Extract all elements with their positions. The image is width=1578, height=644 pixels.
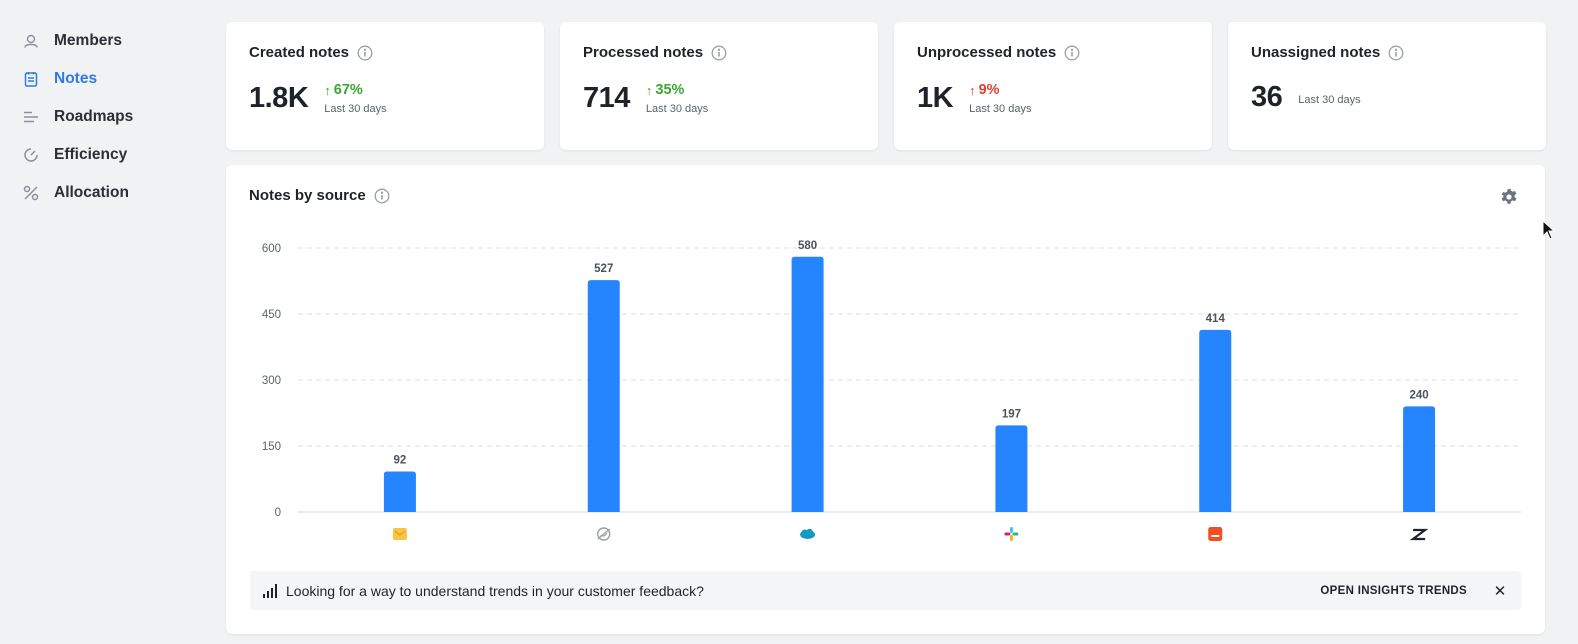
stat-change: ↑ 67% (324, 82, 363, 98)
sidebar: Members Notes Roadmaps Efficiency Alloca… (0, 0, 210, 644)
stat-card-processed: Processed notes 714 ↑ 35% Last 30 days (560, 22, 878, 150)
efficiency-icon (22, 146, 40, 164)
notes-icon (22, 70, 40, 88)
arrow-up-icon: ↑ (645, 82, 653, 98)
salesforce-source-icon (800, 528, 816, 539)
stat-period: Last 30 days (324, 103, 387, 115)
bar-value-label: 240 (1409, 389, 1428, 401)
stat-value: 36 (1251, 81, 1283, 113)
sidebar-item-roadmaps[interactable]: Roadmaps (0, 98, 210, 136)
arrow-up-icon: ↑ (969, 82, 976, 98)
info-icon[interactable] (1388, 45, 1404, 61)
bar-value-label: 580 (798, 240, 817, 252)
stat-card-unassigned: Unassigned notes 36 Last 30 days (1228, 22, 1546, 150)
open-insights-trends-button[interactable]: OPEN INSIGHTS TRENDS (1320, 584, 1467, 597)
y-tick-label: 150 (262, 441, 281, 453)
bar-salesforce[interactable] (791, 256, 824, 512)
stat-title: Unassigned notes (1251, 44, 1381, 61)
email-source-icon (392, 528, 407, 540)
sidebar-item-notes[interactable]: Notes (0, 60, 210, 98)
bar-zendesk[interactable] (1403, 406, 1436, 512)
bar-slack[interactable] (995, 425, 1028, 512)
gear-icon[interactable] (1499, 187, 1519, 207)
sidebar-item-label: Notes (54, 70, 98, 87)
insights-banner: Looking for a way to understand trends i… (250, 571, 1521, 610)
bar-value-label: 527 (594, 263, 613, 275)
sidebar-item-label: Efficiency (54, 146, 128, 163)
close-icon[interactable]: ✕ (1493, 582, 1507, 600)
stat-title: Unprocessed notes (917, 44, 1057, 61)
y-tick-label: 450 (262, 309, 281, 321)
bar-chart: 0 150 300 450 600 92 527 580 197 414 240 (262, 240, 1521, 541)
stat-card-unprocessed: Unprocessed notes 1K ↑ 9% Last 30 days (894, 22, 1212, 150)
bar-intercom[interactable] (587, 280, 620, 512)
stat-value: 1K (917, 81, 954, 114)
notes-by-source-card: Notes by source 0 150 300 450 600 92 527 580 19… (226, 165, 1545, 634)
info-icon[interactable] (1064, 45, 1080, 61)
stat-change: ↑ 35% (645, 82, 685, 98)
mouse-cursor-icon (1542, 220, 1556, 240)
banner-text: Looking for a way to understand trends i… (286, 582, 704, 599)
sidebar-item-efficiency[interactable]: Efficiency (0, 136, 210, 174)
stat-value: 1.8K (249, 81, 309, 114)
info-icon[interactable] (374, 188, 390, 204)
chart-title: Notes by source (249, 187, 366, 204)
orange-source-icon (1208, 527, 1223, 541)
bar-value-label: 414 (1206, 313, 1226, 325)
bar-email[interactable] (383, 471, 416, 512)
y-tick-label: 600 (262, 243, 281, 255)
intercom-source-icon (597, 527, 611, 541)
stat-title: Created notes (249, 44, 350, 61)
zendesk-source-icon (1409, 528, 1429, 541)
info-icon[interactable] (711, 45, 727, 61)
stat-period: Last 30 days (969, 103, 1032, 115)
bar-productboard-insights[interactable] (1199, 329, 1232, 512)
allocation-icon (22, 184, 40, 202)
bar-chart-icon (262, 583, 278, 599)
sidebar-item-label: Members (54, 32, 123, 49)
slack-source-icon (1004, 527, 1019, 541)
roadmaps-icon (22, 108, 40, 126)
y-tick-label: 0 (275, 507, 281, 519)
stat-card-created: Created notes 1.8K ↑ 67% Last 30 days (226, 22, 544, 150)
sidebar-item-label: Roadmaps (54, 108, 134, 125)
bar-value-label: 197 (1002, 408, 1021, 420)
stat-period: Last 30 days (1298, 93, 1361, 106)
stat-value: 714 (583, 81, 630, 114)
stat-title: Processed notes (583, 44, 704, 61)
sidebar-item-allocation[interactable]: Allocation (0, 174, 210, 212)
members-icon (22, 32, 40, 50)
bar-value-label: 92 (394, 455, 407, 467)
y-tick-label: 300 (262, 375, 281, 387)
stat-change: ↑ 9% (969, 82, 1000, 98)
sidebar-item-label: Allocation (54, 184, 129, 201)
stat-period: Last 30 days (645, 103, 709, 115)
info-icon[interactable] (357, 45, 373, 61)
sidebar-item-members[interactable]: Members (0, 22, 210, 60)
arrow-up-icon: ↑ (324, 82, 331, 98)
